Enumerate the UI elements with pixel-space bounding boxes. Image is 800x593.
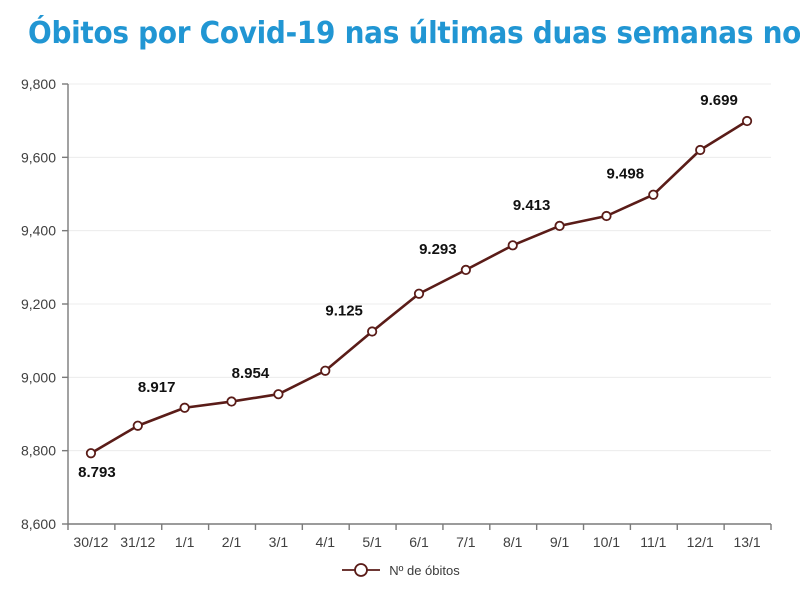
data-point-marker[interactable] (85, 448, 97, 459)
x-tick-label: 9/1 (550, 534, 570, 550)
data-point-markers (85, 115, 753, 459)
data-point-marker[interactable] (367, 326, 378, 337)
gridlines (68, 83, 771, 452)
data-point-marker[interactable] (648, 189, 659, 200)
y-axis-tick-labels: 8,600 8,800 9,000 9,200 9,400 9,600 9,800 (21, 76, 56, 532)
data-point-marker[interactable] (601, 210, 612, 222)
x-tick-label: 6/1 (409, 534, 429, 550)
y-tick-label: 9,600 (21, 149, 56, 165)
data-point-labels: 8.793 8.917 8.954 9.125 9.293 9.413 9.498 9.699 (78, 92, 738, 481)
legend-item-obitos[interactable]: Nº de óbitos (340, 562, 460, 578)
x-tick-label: 30/12 (73, 534, 108, 550)
chart-title: Óbitos por Covid-19 nas últimas duas sem… (28, 16, 800, 51)
y-tick-label: 9,000 (21, 369, 56, 385)
data-point-marker[interactable] (507, 240, 518, 251)
data-point-marker[interactable] (413, 288, 425, 299)
y-tick-label: 9,200 (21, 296, 56, 312)
data-point-label: 8.917 (138, 379, 176, 396)
data-point-marker[interactable] (226, 396, 237, 407)
x-axis-tick-labels: 30/12 31/12 1/1 2/1 3/1 4/1 5/1 6/1 7/1 8/1 9/1 10/… (73, 534, 760, 550)
data-point-marker[interactable] (695, 144, 706, 156)
legend-label-obitos: Nº de óbitos (389, 562, 460, 578)
line-chart-plot: 8,600 8,800 9,000 9,200 9,400 9,600 9,800 30/1… (21, 76, 772, 550)
data-point-label: 9.293 (419, 241, 457, 258)
x-tick-label: 8/1 (503, 534, 523, 550)
x-tick-label: 2/1 (222, 534, 242, 550)
data-point-label: 9.699 (700, 92, 738, 109)
x-tick-label: 1/1 (175, 534, 195, 550)
axes (62, 83, 772, 530)
x-tick-label: 13/1 (733, 534, 760, 550)
data-point-marker[interactable] (132, 420, 143, 431)
data-point-marker[interactable] (741, 115, 753, 127)
x-tick-label: 7/1 (456, 534, 476, 550)
x-tick-label: 12/1 (687, 534, 714, 550)
data-point-marker[interactable] (320, 365, 331, 376)
legend-line-marker-icon (342, 563, 381, 577)
data-series (89, 119, 749, 455)
series-line (89, 119, 749, 455)
y-tick-label: 8,600 (21, 516, 56, 532)
data-point-marker[interactable] (273, 389, 284, 400)
data-point-marker[interactable] (554, 220, 565, 231)
x-tick-label: 5/1 (362, 534, 382, 550)
x-tick-label: 10/1 (593, 534, 620, 550)
x-tick-label: 31/12 (120, 534, 155, 550)
y-tick-label: 8,800 (21, 443, 56, 459)
x-tick-label: 4/1 (316, 534, 336, 550)
x-tick-label: 3/1 (269, 534, 289, 550)
data-point-label: 9.413 (513, 197, 551, 214)
data-point-marker[interactable] (179, 402, 190, 413)
y-tick-label: 9,400 (21, 223, 56, 239)
data-point-label: 8.793 (78, 464, 116, 481)
x-tick-label: 11/1 (640, 534, 666, 550)
chart-legend: Nº de óbitos (0, 562, 800, 583)
y-tick-label: 9,800 (21, 76, 56, 92)
data-point-label: 9.498 (607, 166, 645, 183)
data-point-label: 9.125 (325, 303, 363, 320)
data-point-label: 8.954 (232, 365, 270, 382)
data-point-marker[interactable] (460, 264, 471, 275)
